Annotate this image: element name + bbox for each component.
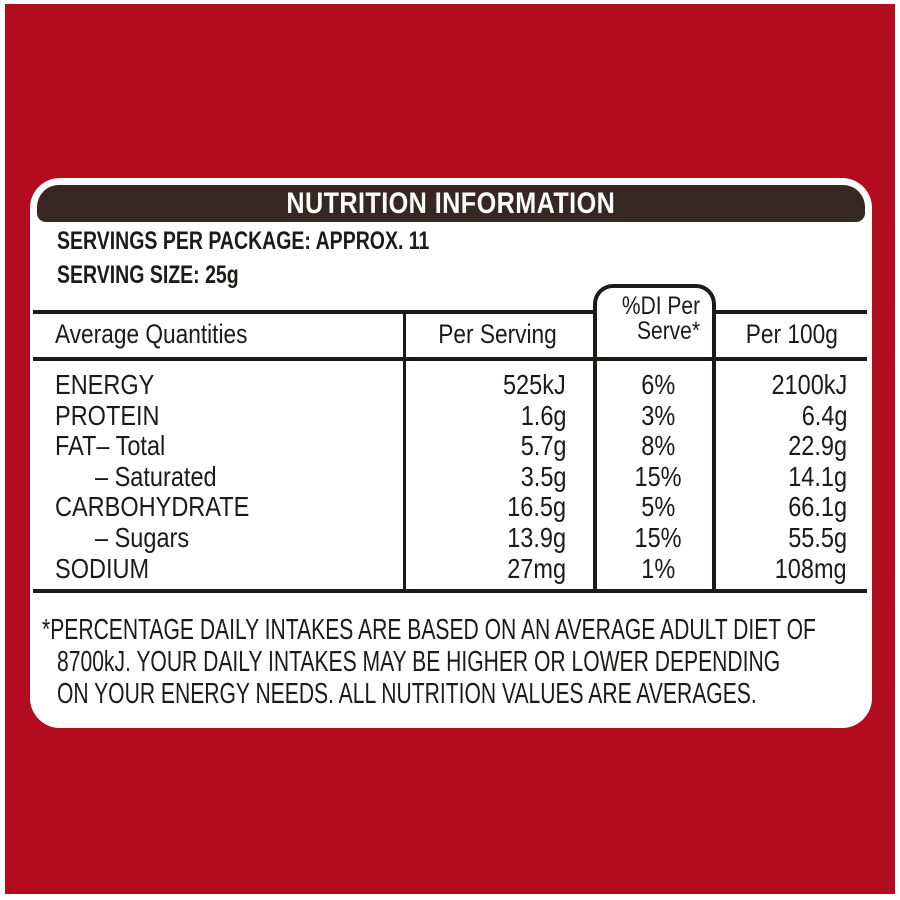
column-header-average-quantities: Average Quantities (55, 319, 248, 349)
row-per-serving: 1.6g (520, 399, 566, 431)
row-label: PROTEIN (55, 399, 160, 431)
di-per-serve-bubble: %DI Per Serve* (593, 284, 716, 593)
title-bar: NUTRITION INFORMATION (37, 185, 865, 222)
row-label: – Sugars (95, 521, 190, 553)
row-per-serving: 3.5g (520, 460, 566, 492)
footnote-line: *PERCENTAGE DAILY INTAKES ARE BASED ON A… (42, 614, 816, 646)
table-bottom-rule (33, 589, 867, 593)
table-row-energy: ENERGY 525kJ 6% 2100kJ (33, 369, 867, 401)
table-column-divider (403, 310, 406, 593)
serving-size-line: SERVING SIZE: 25g (57, 261, 239, 289)
table-top-rule-right (716, 310, 867, 314)
row-di-per-serve: 15% (634, 460, 683, 492)
di-per-serve-header: %DI Per Serve* (621, 292, 700, 345)
row-per-100g: 66.1g (788, 491, 847, 523)
table-row-fat-saturated: – Saturated 3.5g 15% 14.1g (33, 460, 867, 493)
table-body: ENERGY 525kJ 6% 2100kJ PROTEIN 1.6g 3% 6… (33, 369, 867, 585)
footnote-line: 8700kJ. YOUR DAILY INTAKES MAY BE HIGHER… (57, 646, 781, 678)
row-di-per-serve: 1% (641, 552, 676, 584)
panel-title: NUTRITION INFORMATION (286, 186, 616, 220)
row-per-100g: 108mg (775, 552, 847, 584)
row-di-per-serve: 15% (634, 521, 683, 553)
row-di-per-serve: 3% (641, 399, 676, 431)
table-header-rule (33, 357, 867, 361)
row-per-100g: 6.4g (801, 399, 847, 431)
row-label: FAT– Total (55, 430, 166, 462)
table-row-sodium: SODIUM 27mg 1% 108mg (33, 552, 867, 585)
servings-per-package-line: SERVINGS PER PACKAGE: APPROX. 11 (57, 227, 430, 255)
table-row-carbohydrate: CARBOHYDRATE 16.5g 5% 66.1g (33, 492, 867, 523)
table-row-sugars: – Sugars 13.9g 15% 55.5g (33, 521, 867, 554)
daily-intake-footnote: *PERCENTAGE DAILY INTAKES ARE BASED ON A… (42, 614, 862, 710)
row-per-serving: 16.5g (507, 491, 566, 523)
row-label: CARBOHYDRATE (55, 491, 250, 523)
row-per-serving: 525kJ (503, 369, 566, 400)
column-header-per-100g: Per 100g (745, 319, 838, 349)
row-per-100g: 2100kJ (771, 369, 847, 400)
table-row-fat-total: FAT– Total 5.7g 8% 22.9g (33, 431, 867, 462)
row-label: SODIUM (55, 552, 150, 584)
row-per-serving: 13.9g (507, 521, 566, 553)
row-per-100g: 22.9g (788, 430, 847, 462)
row-di-per-serve: 8% (641, 430, 676, 462)
column-header-per-serving: Per Serving (438, 319, 558, 349)
row-di-per-serve: 6% (641, 369, 676, 400)
footnote-line: ON YOUR ENERGY NEEDS. ALL NUTRITION VALU… (57, 678, 757, 710)
row-per-100g: 14.1g (788, 460, 847, 492)
row-di-per-serve: 5% (641, 491, 676, 523)
table-top-rule-left (33, 310, 593, 314)
row-per-serving: 5.7g (520, 430, 566, 462)
row-label: – Saturated (95, 460, 217, 492)
row-per-serving: 27mg (507, 552, 566, 584)
nutrition-panel: NUTRITION INFORMATION SERVINGS PER PACKA… (30, 178, 872, 728)
row-per-100g: 55.5g (788, 521, 847, 553)
table-row-protein: PROTEIN 1.6g 3% 6.4g (33, 399, 867, 432)
row-label: ENERGY (55, 369, 155, 400)
